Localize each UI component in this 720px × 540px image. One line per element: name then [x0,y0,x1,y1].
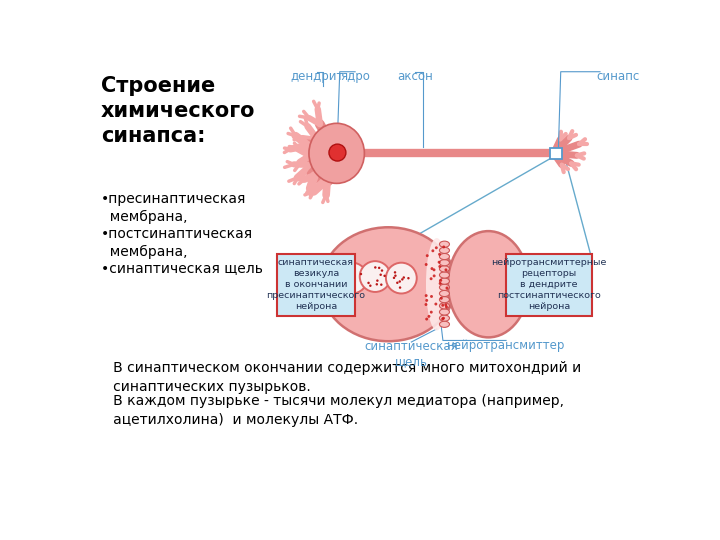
Ellipse shape [378,267,380,269]
Ellipse shape [439,278,449,284]
Ellipse shape [346,285,348,288]
Ellipse shape [439,253,449,260]
Ellipse shape [426,318,428,321]
Ellipse shape [348,269,351,272]
Ellipse shape [431,267,433,270]
Text: нейротрансмиттер: нейротрансмиттер [447,339,565,352]
Ellipse shape [444,303,447,306]
Ellipse shape [376,279,379,282]
Ellipse shape [346,278,349,281]
Ellipse shape [351,269,353,272]
Ellipse shape [399,286,401,289]
Ellipse shape [430,295,433,298]
Ellipse shape [383,275,386,277]
Ellipse shape [439,296,449,303]
Ellipse shape [425,294,428,297]
Ellipse shape [374,266,377,269]
Ellipse shape [337,262,367,294]
Ellipse shape [329,144,346,161]
Ellipse shape [438,282,441,285]
Ellipse shape [351,275,354,278]
Ellipse shape [350,273,353,275]
Ellipse shape [440,297,443,300]
Ellipse shape [380,284,382,286]
Ellipse shape [439,260,449,266]
Ellipse shape [438,261,441,264]
Text: В каждом пузырьке - тысячи молекул медиатора (например,
   ацетилхолина)  и моле: В каждом пузырьке - тысячи молекул медиа… [99,394,564,427]
Ellipse shape [441,304,444,307]
Ellipse shape [402,276,405,279]
Text: синаптическая
щель: синаптическая щель [364,340,458,368]
Ellipse shape [401,278,404,281]
Ellipse shape [354,275,356,277]
Ellipse shape [433,268,436,271]
Text: ядро: ядро [341,70,370,83]
Ellipse shape [439,266,449,272]
Ellipse shape [435,246,438,249]
Ellipse shape [434,302,437,306]
Bar [550,148,562,159]
Ellipse shape [394,274,397,277]
Ellipse shape [369,285,372,287]
Text: •пресинаптическая
  мембрана,: •пресинаптическая мембрана, [101,192,246,225]
Ellipse shape [321,227,456,341]
Ellipse shape [425,263,428,266]
Ellipse shape [367,282,370,284]
Text: •синаптическая щель: •синаптическая щель [101,261,263,275]
Ellipse shape [309,123,364,184]
Ellipse shape [379,273,382,276]
Ellipse shape [439,284,449,291]
Ellipse shape [431,249,434,252]
Ellipse shape [376,283,378,286]
Ellipse shape [398,280,401,283]
Ellipse shape [381,269,383,272]
Ellipse shape [439,315,449,321]
Ellipse shape [394,271,396,274]
Ellipse shape [439,247,449,253]
Ellipse shape [446,287,449,289]
Text: дендрит: дендрит [291,70,344,83]
Ellipse shape [433,274,436,278]
Ellipse shape [439,303,449,309]
Text: •постсинаптическая
  мембрана,: •постсинаптическая мембрана, [101,226,253,259]
Ellipse shape [439,279,442,282]
Ellipse shape [445,306,448,308]
Text: Строение
химического
синапса:: Строение химического синапса: [101,76,256,146]
FancyBboxPatch shape [506,254,592,316]
Ellipse shape [386,262,417,294]
Ellipse shape [345,279,347,281]
Ellipse shape [448,231,528,338]
Ellipse shape [444,268,447,271]
Ellipse shape [428,315,431,318]
Ellipse shape [360,273,362,275]
Ellipse shape [442,317,445,320]
Text: В синаптическом окончании содержится много митохондрий и
   синаптических пузырь: В синаптическом окончании содержится мно… [99,361,581,394]
Text: нейротрансмиттерные
рецепторы
в дендрите
постсинаптического
нейрона: нейротрансмиттерные рецепторы в дендрите… [492,258,607,312]
Ellipse shape [439,321,449,327]
Ellipse shape [438,253,441,256]
Text: синапс: синапс [596,70,639,83]
Ellipse shape [442,246,445,248]
Ellipse shape [439,272,449,278]
Ellipse shape [396,281,399,284]
Ellipse shape [426,299,428,302]
Ellipse shape [441,318,444,320]
Text: аксон: аксон [397,70,433,83]
Ellipse shape [439,241,449,247]
Ellipse shape [426,238,448,330]
Ellipse shape [439,309,449,315]
Text: синаптическая
везикула
в окончании
пресинаптического
нейрона: синаптическая везикула в окончании преси… [266,258,365,312]
Ellipse shape [408,277,410,279]
Ellipse shape [351,271,354,273]
Ellipse shape [426,254,428,257]
Ellipse shape [430,310,433,314]
Ellipse shape [438,265,441,268]
Ellipse shape [393,276,395,279]
Ellipse shape [430,277,433,280]
Ellipse shape [439,291,449,296]
FancyBboxPatch shape [277,254,355,316]
Ellipse shape [360,261,390,292]
Ellipse shape [425,303,428,306]
